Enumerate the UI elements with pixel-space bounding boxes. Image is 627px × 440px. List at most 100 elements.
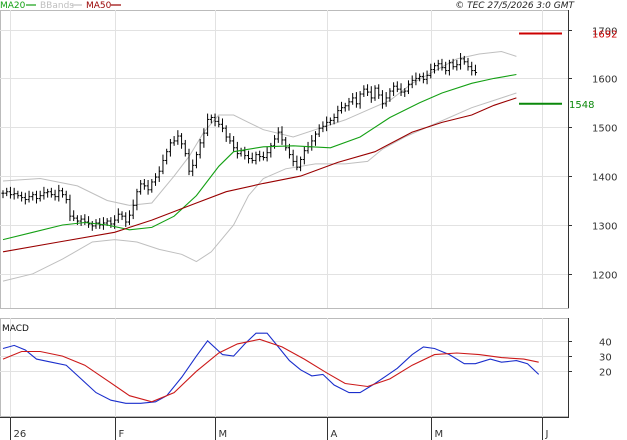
price-levels: 1692 1548 bbox=[519, 29, 617, 111]
price-bar bbox=[444, 61, 448, 75]
moving-averages bbox=[2, 73, 517, 253]
price-bar bbox=[101, 217, 106, 230]
price-bar bbox=[213, 113, 217, 127]
price-bar bbox=[269, 142, 273, 158]
price-bar bbox=[325, 116, 329, 132]
price-bar bbox=[436, 59, 440, 71]
price-bar bbox=[362, 85, 366, 97]
price-bar bbox=[206, 113, 210, 137]
macd-tick-label-40: 40 bbox=[599, 338, 612, 349]
price-bar bbox=[317, 124, 321, 138]
price-bar bbox=[414, 72, 418, 86]
price-bar bbox=[232, 136, 236, 152]
price-axis-labels: 1200 1300 1400 1500 1600 1700 bbox=[568, 27, 617, 282]
price-bar bbox=[194, 151, 199, 169]
month-label-0: 26 bbox=[14, 429, 27, 440]
price-bar bbox=[310, 135, 314, 151]
price-bar bbox=[120, 211, 124, 221]
price-bar bbox=[72, 210, 76, 222]
price-bar bbox=[191, 159, 195, 177]
price-bar bbox=[406, 80, 411, 95]
price-bar bbox=[60, 187, 65, 198]
price-bar bbox=[49, 187, 53, 198]
price-tick-label-1200: 1200 bbox=[592, 271, 617, 282]
price-bar bbox=[12, 187, 16, 200]
price-bar bbox=[369, 86, 373, 103]
price-bar bbox=[131, 199, 135, 220]
price-bar bbox=[183, 139, 187, 157]
price-bar bbox=[466, 57, 470, 71]
price-bar bbox=[64, 190, 68, 204]
price-bar bbox=[34, 190, 39, 204]
price-bar bbox=[440, 58, 444, 71]
price-bar bbox=[246, 150, 251, 164]
price-bar bbox=[455, 59, 459, 71]
price-bar bbox=[332, 113, 336, 125]
price-bar bbox=[5, 187, 9, 197]
macd-line-signal bbox=[2, 338, 539, 403]
price-bar bbox=[209, 114, 213, 124]
price-tick-label-1600: 1600 bbox=[592, 75, 617, 86]
price-bar bbox=[261, 151, 265, 161]
legend: MA20 BBands MA50 bbox=[0, 1, 121, 11]
macd-lines bbox=[2, 332, 540, 404]
month-axis: 26 F M A M J bbox=[10, 418, 549, 440]
price-bar bbox=[98, 218, 102, 229]
price-bar bbox=[306, 141, 310, 154]
month-label-3: A bbox=[331, 429, 338, 440]
price-bar bbox=[1, 190, 5, 199]
price-bar bbox=[313, 131, 318, 146]
macd-axis-labels: 20 30 40 bbox=[568, 338, 612, 379]
legend-ma20-label: MA20 bbox=[0, 1, 26, 11]
price-bar bbox=[410, 75, 414, 89]
price-bar bbox=[392, 82, 396, 96]
price-bar bbox=[388, 88, 392, 102]
price-bar bbox=[347, 97, 351, 111]
price-bar bbox=[295, 155, 299, 171]
price-bar bbox=[46, 188, 50, 198]
price-bar bbox=[135, 188, 139, 211]
price-bar bbox=[142, 179, 146, 190]
price-tick-label-1400: 1400 bbox=[592, 173, 617, 184]
macd-title: MACD bbox=[2, 324, 29, 334]
price-bar bbox=[16, 190, 20, 199]
price-bar bbox=[458, 52, 463, 70]
price-bar bbox=[470, 61, 474, 76]
copyright-text: © TEC 27/5/2026 3:0 GMT bbox=[455, 1, 575, 11]
price-bar bbox=[258, 150, 262, 162]
price-bar bbox=[146, 180, 150, 195]
price-bar bbox=[462, 55, 466, 65]
level-label-1692: 1692 bbox=[592, 29, 617, 40]
price-bar bbox=[23, 192, 27, 205]
bollinger-bands bbox=[2, 50, 517, 282]
price-bar bbox=[86, 216, 91, 228]
month-label-2: M bbox=[219, 429, 228, 440]
price-bar bbox=[250, 152, 254, 164]
price-bar bbox=[165, 148, 169, 165]
price-bar bbox=[198, 138, 202, 159]
price-bar bbox=[38, 190, 42, 202]
price-bar bbox=[150, 179, 154, 193]
price-tick-label-1300: 1300 bbox=[592, 222, 617, 233]
price-bar bbox=[20, 191, 24, 202]
macd-tick-label-20: 20 bbox=[599, 368, 612, 379]
price-tick-label-1700: 1700 bbox=[592, 27, 617, 38]
price-panel-frame bbox=[0, 10, 569, 309]
price-bar bbox=[365, 84, 370, 96]
legend-ma50-label: MA50 bbox=[86, 1, 112, 11]
price-bar bbox=[116, 208, 120, 223]
price-bar bbox=[217, 116, 221, 128]
price-bar bbox=[53, 189, 57, 201]
month-label-5: J bbox=[545, 429, 549, 440]
price-bar bbox=[343, 102, 347, 112]
price-bar bbox=[380, 90, 385, 109]
macd-tick-label-30: 30 bbox=[599, 353, 612, 364]
price-bar bbox=[235, 141, 239, 159]
price-bar bbox=[354, 92, 358, 108]
price-bar bbox=[321, 121, 325, 133]
price-bar bbox=[425, 70, 429, 85]
price-bar bbox=[421, 72, 425, 84]
price-bar bbox=[447, 59, 451, 76]
line-ma20 bbox=[2, 73, 517, 241]
